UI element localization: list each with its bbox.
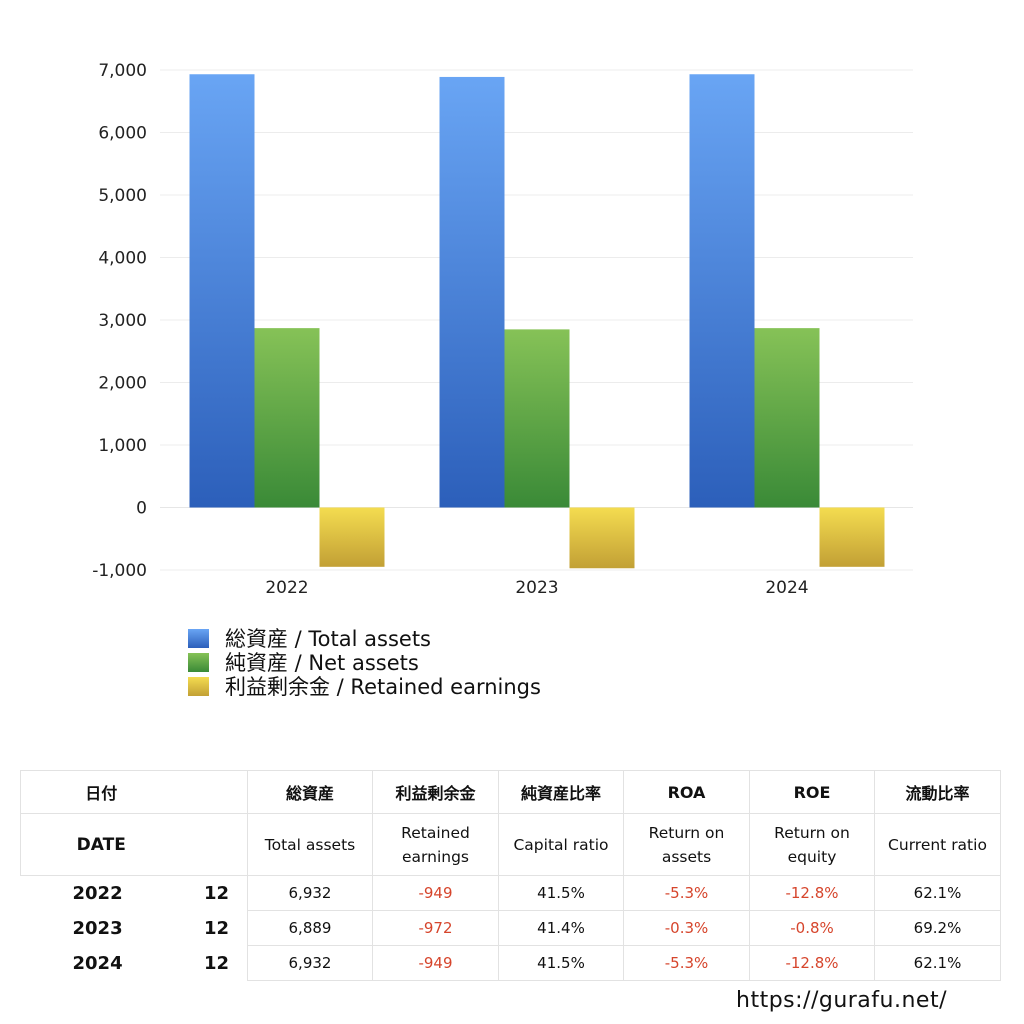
cell-roe: -12.8% [749, 945, 875, 981]
header-total-assets-jp: 総資産 [247, 770, 373, 814]
legend-swatch-total-assets [188, 628, 209, 648]
y-tick-label: 3,000 [98, 311, 147, 331]
cell-retained-earnings: -949 [372, 875, 499, 911]
legend-swatch-retained-earnings [188, 676, 209, 696]
row-month: 12 [181, 910, 248, 946]
x-axis-ticks: 2022 2023 2024 [265, 578, 808, 598]
header-roe-jp: ROE [749, 770, 875, 814]
header-spacer [181, 770, 248, 814]
header-roe-en: Return on equity [749, 813, 875, 876]
cell-retained-earnings: -949 [372, 945, 499, 981]
cell-retained-earnings: -972 [372, 910, 499, 946]
row-year: 2023 [72, 917, 123, 939]
bar-total-assets [189, 74, 255, 508]
header-current-ratio-jp: 流動比率 [874, 770, 1001, 814]
bar-net-assets [504, 329, 570, 508]
bar-net-assets [754, 328, 820, 508]
cell-current-ratio: 62.1% [874, 945, 1001, 981]
legend-label: 利益剰余金 / Retained earnings [225, 675, 541, 699]
legend-item-total-assets: 総資産 / Total assets [188, 626, 541, 651]
header-retained-en: Retained earnings [372, 813, 499, 876]
cell-capital-ratio: 41.4% [498, 910, 624, 946]
bar-retained-earnings [819, 507, 885, 567]
y-tick-label: 5,000 [98, 186, 147, 206]
bars [189, 74, 885, 569]
x-tick-label: 2023 [515, 578, 558, 598]
y-tick-label: 6,000 [98, 124, 147, 144]
legend-label: 純資産 / Net assets [225, 651, 419, 675]
cell-roe: -12.8% [749, 875, 875, 911]
cell-roe: -0.8% [749, 910, 875, 946]
cell-total-assets: 6,932 [247, 875, 373, 911]
y-tick-label: 7,000 [98, 61, 147, 81]
header-date-jp: 日付 [20, 770, 182, 814]
table-header-en: DATE Total assets Retained earnings Capi… [20, 813, 1001, 876]
y-tick-label: 0 [136, 499, 147, 519]
cell-current-ratio: 62.1% [874, 875, 1001, 911]
y-tick-label: 1,000 [98, 436, 147, 456]
bar-retained-earnings [569, 507, 635, 569]
cell-roa: -0.3% [623, 910, 750, 946]
header-retained-jp: 利益剰余金 [372, 770, 499, 814]
header-current-ratio-en: Current ratio [874, 813, 1001, 876]
y-tick-label: 2,000 [98, 374, 147, 394]
x-tick-label: 2022 [265, 578, 308, 598]
table-row: 2024 12 6,932 -949 41.5% -5.3% -12.8% 62… [21, 945, 1001, 981]
header-roa-en: Return on assets [623, 813, 750, 876]
row-month: 12 [181, 945, 248, 981]
y-tick-label: -1,000 [92, 561, 147, 581]
y-axis-ticks: -1,000 0 1,000 2,000 3,000 4,000 5,000 6,000 7,0… [92, 61, 147, 581]
header-capital-ratio-jp: 純資産比率 [498, 770, 624, 814]
header-spacer [181, 813, 248, 876]
cell-total-assets: 6,932 [247, 945, 373, 981]
legend: 総資産 / Total assets 純資産 / Net assets 利益剰余… [188, 626, 541, 699]
cell-capital-ratio: 41.5% [498, 875, 624, 911]
header-roa-jp: ROA [623, 770, 750, 814]
bar-total-assets [689, 74, 755, 508]
header-capital-ratio-en: Capital ratio [498, 813, 624, 876]
site-url: https://gurafu.net/ [736, 988, 947, 1013]
cell-roa: -5.3% [623, 945, 750, 981]
financial-table: 日付 総資産 利益剰余金 純資産比率 ROA ROE 流動比率 DATE Tot… [20, 770, 1001, 981]
legend-swatch-net-assets [188, 652, 209, 672]
bar-retained-earnings [319, 507, 385, 567]
cell-capital-ratio: 41.5% [498, 945, 624, 981]
bar-total-assets [439, 76, 505, 508]
table-row: 2022 12 6,932 -949 41.5% -5.3% -12.8% 62… [21, 875, 1001, 911]
cell-roa: -5.3% [623, 875, 750, 911]
bar-net-assets [254, 328, 320, 508]
cell-current-ratio: 69.2% [874, 910, 1001, 946]
row-year: 2024 [72, 952, 123, 974]
header-date-en: DATE [20, 813, 182, 876]
row-year: 2022 [72, 882, 123, 904]
cell-total-assets: 6,889 [247, 910, 373, 946]
table-row: 2023 12 6,889 -972 41.4% -0.3% -0.8% 69.… [21, 910, 1001, 946]
row-month: 12 [181, 875, 248, 911]
table-header-jp: 日付 総資産 利益剰余金 純資産比率 ROA ROE 流動比率 [20, 770, 1001, 814]
x-tick-label: 2024 [765, 578, 808, 598]
legend-item-net-assets: 純資産 / Net assets [188, 650, 541, 675]
legend-label: 総資産 / Total assets [225, 627, 431, 651]
bar-chart: -1,000 0 1,000 2,000 3,000 4,000 5,000 6,000 7,0… [92, 61, 913, 598]
header-total-assets-en: Total assets [247, 813, 373, 876]
y-tick-label: 4,000 [98, 249, 147, 269]
legend-item-retained-earnings: 利益剰余金 / Retained earnings [188, 674, 541, 699]
